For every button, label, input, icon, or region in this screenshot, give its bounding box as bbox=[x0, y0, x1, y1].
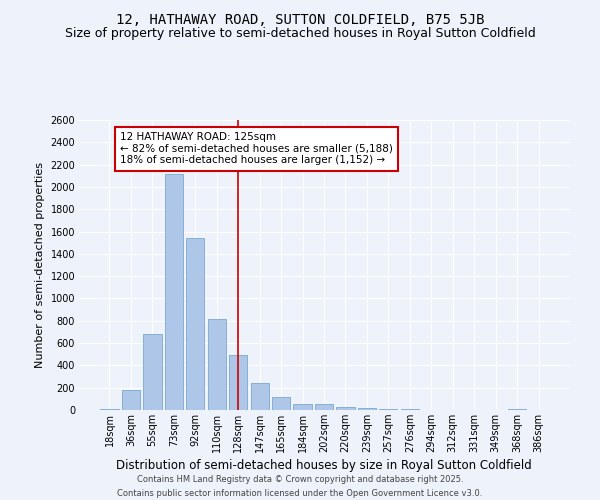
Y-axis label: Number of semi-detached properties: Number of semi-detached properties bbox=[35, 162, 45, 368]
Bar bbox=[337, 406, 355, 410]
Bar bbox=[100, 409, 119, 410]
Bar bbox=[122, 390, 140, 410]
Bar bbox=[358, 408, 376, 410]
Bar bbox=[293, 404, 311, 410]
X-axis label: Distribution of semi-detached houses by size in Royal Sutton Coldfield: Distribution of semi-detached houses by … bbox=[116, 459, 532, 472]
Bar bbox=[165, 174, 183, 410]
Bar bbox=[272, 396, 290, 410]
Text: Size of property relative to semi-detached houses in Royal Sutton Coldfield: Size of property relative to semi-detach… bbox=[65, 28, 535, 40]
Bar bbox=[315, 404, 333, 410]
Bar bbox=[143, 334, 161, 410]
Text: 12, HATHAWAY ROAD, SUTTON COLDFIELD, B75 5JB: 12, HATHAWAY ROAD, SUTTON COLDFIELD, B75… bbox=[116, 12, 484, 26]
Bar bbox=[208, 318, 226, 410]
Bar bbox=[186, 238, 205, 410]
Bar bbox=[229, 356, 247, 410]
Text: Contains HM Land Registry data © Crown copyright and database right 2025.
Contai: Contains HM Land Registry data © Crown c… bbox=[118, 476, 482, 498]
Text: 12 HATHAWAY ROAD: 125sqm
← 82% of semi-detached houses are smaller (5,188)
18% o: 12 HATHAWAY ROAD: 125sqm ← 82% of semi-d… bbox=[120, 132, 393, 166]
Bar bbox=[251, 383, 269, 410]
